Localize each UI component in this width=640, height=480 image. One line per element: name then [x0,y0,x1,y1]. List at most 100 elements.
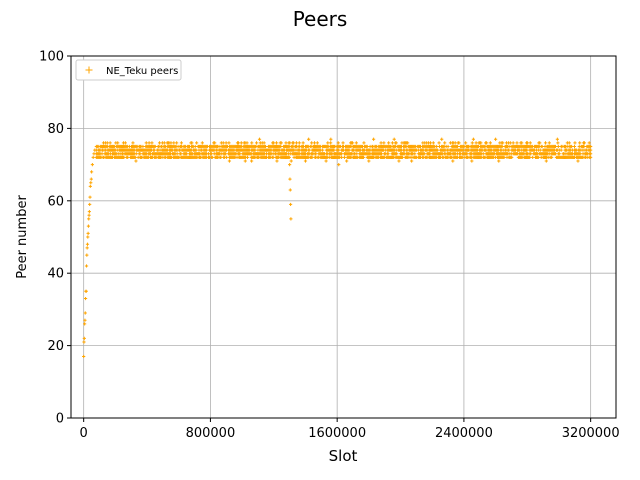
data-point [457,141,461,145]
data-point [428,141,433,145]
data-point [354,141,358,145]
data-point [528,155,532,159]
data-point [138,152,142,156]
data-point [175,152,179,156]
data-point [288,202,293,207]
data-point [87,213,91,217]
data-point [84,289,88,293]
data-point [250,159,254,163]
data-point [93,148,97,152]
data-point [87,210,91,214]
y-tick-label: 80 [47,122,64,137]
data-point [257,137,262,141]
data-point [147,141,151,145]
y-axis-label: Peer number [15,195,30,279]
data-point [219,155,223,159]
data-point [169,141,173,145]
data-point [508,141,512,145]
data-point [297,141,301,145]
data-point [379,141,383,145]
data-point [570,144,574,149]
data-point [224,141,228,145]
data-point [310,141,314,145]
data-point [243,159,247,163]
data-point [556,144,560,149]
data-point [144,141,148,145]
data-point [236,141,241,145]
data-point [451,159,455,163]
data-point [86,224,91,228]
data-point [511,141,515,145]
data-point [350,141,355,145]
data-point [395,152,399,156]
y-tick-label: 20 [47,339,64,354]
data-point [520,141,524,145]
data-point [559,148,563,152]
x-tick-label: 800000 [186,426,236,441]
data-point [557,152,561,156]
data-point [210,155,214,159]
y-tick-label: 40 [47,267,64,282]
data-point [134,159,138,163]
data-point [555,137,559,141]
data-point [471,137,476,141]
data-points [82,137,593,359]
chart-title: Peers [293,7,348,31]
data-point [253,148,257,152]
data-point [484,141,489,145]
data-point [90,163,94,167]
data-point [307,148,311,152]
data-point [394,141,398,145]
x-tick-label: 2400000 [435,426,493,441]
data-point [538,148,542,152]
data-point [528,141,532,145]
data-point [355,152,359,156]
data-point [134,152,138,156]
data-point [387,141,391,145]
data-point [536,155,540,159]
data-point [205,148,209,152]
data-point [157,141,162,145]
data-point [85,253,89,257]
data-point [339,155,344,159]
data-point [446,144,450,149]
data-point [108,141,112,145]
data-point [274,141,279,145]
data-point [410,159,414,163]
data-point [301,141,305,145]
legend-marker [85,66,93,74]
data-point [372,137,376,141]
data-point [573,141,577,145]
data-point [238,152,242,156]
data-point [289,159,293,163]
data-point [336,141,340,145]
data-point [116,141,120,145]
data-point [329,137,333,141]
data-point [88,195,92,199]
data-point [185,152,189,156]
data-point [153,144,157,149]
data-point [386,152,390,156]
data-point [510,155,514,159]
data-point [82,336,86,340]
data-point [365,144,369,149]
data-point [589,155,593,159]
data-point [89,177,93,181]
data-point [254,141,259,145]
data-point [453,141,457,145]
data-point [493,137,498,141]
data-point [497,159,501,163]
data-point [470,141,474,145]
data-point [589,144,593,149]
data-point [479,141,483,145]
data-point [310,155,314,159]
legend-label-ne-teku-peers: NE_Teku peers [106,66,178,77]
data-point [84,264,89,268]
data-point [362,141,366,145]
y-tick-label: 100 [39,50,64,65]
data-point [578,152,582,156]
data-point [94,144,98,149]
data-point [544,159,548,163]
data-point [288,188,292,192]
data-point [326,141,330,145]
